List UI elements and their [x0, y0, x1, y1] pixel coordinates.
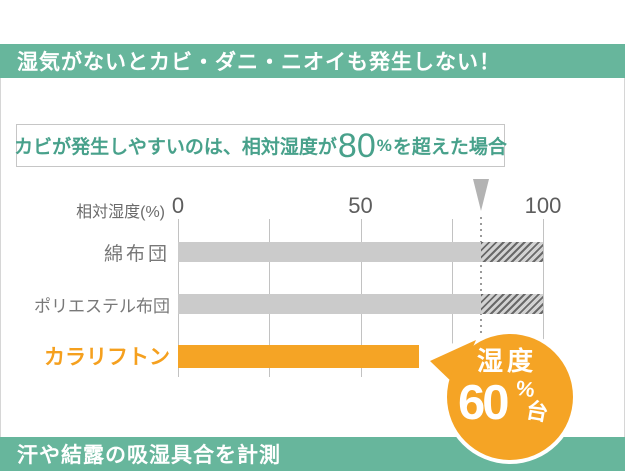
bottom-banner-text: 汗や結露の吸湿具合を計測 [17, 444, 281, 467]
bar-label-kararifuton: カラリフトン [44, 346, 170, 369]
top-banner-text: 湿気がないとカビ・ダニ・ニオイも発生しない！ [17, 51, 501, 74]
bubble-label: 湿度 [476, 346, 537, 376]
tick-label-100: 100 [524, 193, 562, 218]
hatch-above-threshold [480, 242, 543, 262]
hatch-above-threshold [480, 294, 543, 314]
headline-suffix: を超えた場合 [392, 137, 507, 158]
headline-prefix: カビが発生しやすいのは、相対湿度が [14, 137, 337, 158]
headline-threshold-value: 80 [337, 126, 376, 165]
bar-label-polyester-futon: ポリエステル布団 [34, 296, 170, 316]
top-banner: 湿気がないとカビ・ダニ・ニオイも発生しない！ [0, 44, 625, 78]
bubble-suffix: 台 [524, 397, 551, 426]
gridline-100 [543, 219, 544, 377]
bar-cotton-futon [178, 242, 543, 262]
bar-polyester-futon [178, 294, 543, 314]
threshold-arrow-icon [472, 179, 489, 211]
bar-kararifuton [178, 345, 419, 368]
axis-title: 相対湿度(%) [76, 204, 165, 221]
bubble-value: 60 [458, 376, 509, 430]
tick-label-50: 50 [348, 193, 373, 218]
threshold-dotted-line [479, 217, 482, 345]
headline-percent-sign: % [376, 135, 392, 155]
bar-label-cotton-futon: 綿布団 [103, 243, 170, 265]
tick-label-0: 0 [171, 193, 185, 218]
headline-box: カビが発生しやすいのは、相対湿度が 80 % を超えた場合 [14, 124, 507, 167]
speech-bubble-icon [420, 330, 577, 464]
